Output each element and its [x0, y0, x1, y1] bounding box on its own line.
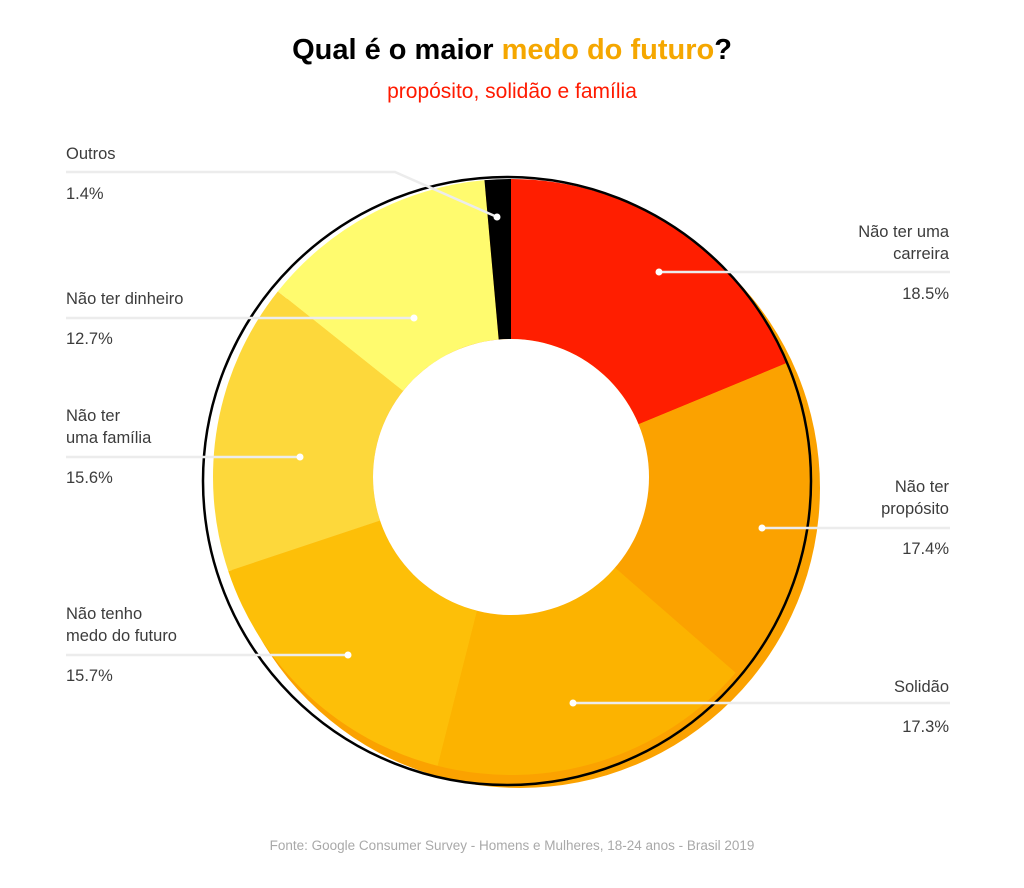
label-familia-pct: 15.6% [66, 469, 113, 487]
label-dinheiro: Não ter dinheiro 12.7% [66, 288, 183, 350]
donut-slice-0 [511, 179, 787, 425]
donut-slice-1 [615, 363, 810, 673]
label-proposito: Não ter propósito 17.4% [881, 476, 949, 560]
donut-outline [201, 175, 813, 787]
label-familia: Não ter uma família 15.6% [66, 405, 151, 489]
leader-dot-outros [493, 213, 501, 221]
label-medo-line2: medo do futuro [66, 627, 177, 645]
donut-slice-6 [484, 179, 511, 340]
label-solidao-line1: Solidão [893, 678, 949, 696]
leader-dot-proposito [758, 524, 766, 532]
leader-dot-medo [344, 651, 352, 659]
title-suffix: ? [714, 34, 732, 66]
label-carreira-pct: 18.5% [902, 285, 949, 303]
label-familia-line1: Não ter [66, 407, 121, 425]
leader-dot-solidao [569, 699, 577, 707]
donut-slice-2 [437, 567, 736, 775]
label-carreira-line2: carreira [893, 245, 949, 263]
label-medo-pct: 15.7% [66, 667, 113, 685]
label-familia-line2: uma família [66, 429, 152, 447]
label-outros-line1: Outros [66, 145, 116, 163]
label-proposito-line1: Não ter [894, 478, 949, 496]
label-medo-line1: Não tenho [66, 605, 143, 623]
donut-slice-4 [213, 291, 404, 572]
leader-dot-dinheiro [410, 314, 418, 322]
label-proposito-pct: 17.4% [902, 540, 949, 558]
label-medo: Não tenho medo do futuro 15.7% [66, 603, 177, 687]
source-note: Fonte: Google Consumer Survey - Homens e… [269, 838, 755, 853]
label-outros-pct: 1.4% [66, 185, 104, 203]
label-carreira-line1: Não ter uma [858, 223, 949, 241]
donut-slice-5 [277, 180, 499, 392]
leader-line-outros [66, 170, 498, 219]
title-prefix: Qual é o maior [292, 34, 502, 66]
label-solidao: Solidão 17.3% [894, 676, 949, 738]
leader-dot-carreira [655, 268, 663, 276]
label-outros: Outros 1.4% [66, 143, 116, 205]
donut-slices [213, 179, 810, 775]
donut-slice-3 [228, 520, 478, 766]
label-proposito-line2: propósito [881, 500, 949, 518]
title-highlight: medo do futuro [501, 34, 715, 66]
leader-dots [296, 213, 766, 707]
label-carreira: Não ter uma carreira 18.5% [858, 221, 949, 305]
chart-subtitle: propósito, solidão e família [387, 80, 637, 103]
label-dinheiro-line1: Não ter dinheiro [66, 290, 184, 308]
label-dinheiro-pct: 12.7% [66, 330, 113, 348]
label-solidao-pct: 17.3% [902, 718, 949, 736]
leader-dot-familia [296, 453, 304, 461]
chart-title: Qual é o maior medo do futuro? [0, 34, 1024, 67]
leader-lines [66, 170, 950, 705]
donut-hole [373, 339, 649, 615]
